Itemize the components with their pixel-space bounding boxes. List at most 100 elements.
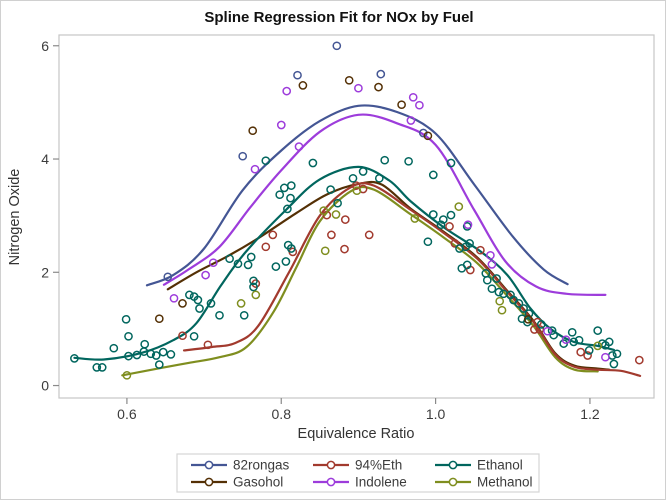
- scatter-Ethanol: [70, 155, 622, 372]
- plot-border: [58, 34, 655, 399]
- data-point: [567, 327, 577, 337]
- data-point: [438, 215, 448, 224]
- data-point: [239, 310, 249, 320]
- legend-item-Gasohol: Gasohol: [191, 475, 283, 490]
- data-point: [593, 341, 603, 351]
- data-point: [281, 257, 291, 266]
- data-point: [523, 314, 533, 324]
- legend-item-Methanol: Methanol: [435, 475, 533, 490]
- data-point: [154, 360, 164, 369]
- data-point: [486, 250, 495, 260]
- data-point: [404, 156, 413, 166]
- data-point: [193, 295, 203, 305]
- data-point: [326, 185, 335, 194]
- data-point: [604, 337, 614, 347]
- data-point: [158, 347, 168, 357]
- legend-box: [176, 453, 540, 493]
- data-point: [286, 244, 296, 253]
- data-point: [271, 262, 281, 271]
- y-tick-label: 0: [41, 378, 49, 394]
- data-point: [185, 290, 194, 300]
- data-point: [374, 82, 383, 92]
- x-axis: 0.6 0.8 1.0 1.2: [117, 398, 600, 422]
- data-point: [583, 351, 592, 360]
- data-point: [410, 214, 420, 223]
- data-point: [169, 293, 179, 303]
- data-point: [543, 326, 552, 336]
- data-point: [574, 335, 584, 345]
- data-point: [238, 151, 248, 161]
- data-point: [576, 347, 586, 357]
- data-point: [178, 331, 187, 341]
- data-point: [462, 260, 472, 270]
- data-point: [283, 204, 292, 214]
- data-point: [166, 350, 176, 359]
- data-point: [476, 245, 485, 255]
- data-point: [446, 210, 456, 220]
- data-point: [374, 173, 384, 183]
- data-point: [246, 252, 256, 262]
- data-point: [333, 198, 342, 208]
- data-point: [215, 310, 224, 320]
- data-point: [124, 331, 133, 341]
- data-point: [250, 164, 260, 174]
- data-point: [609, 359, 619, 369]
- data-point: [92, 363, 102, 372]
- y-axis: 0 2 4 6: [41, 38, 59, 394]
- data-point: [319, 206, 329, 215]
- data-point: [308, 158, 318, 168]
- data-point: [354, 83, 363, 93]
- data-point: [70, 354, 79, 363]
- data-point: [251, 290, 261, 300]
- data-point: [423, 237, 433, 247]
- scatter-82rongas: [163, 41, 428, 282]
- data-point: [445, 222, 454, 231]
- legend-marker: [326, 477, 336, 487]
- y-tick-label: 4: [41, 151, 49, 167]
- data-point: [436, 220, 446, 230]
- fit-curve-94%Eth: [182, 182, 642, 377]
- data-point: [482, 275, 492, 285]
- data-point: [494, 287, 504, 297]
- data-point: [124, 351, 133, 361]
- data-point: [332, 41, 342, 51]
- data-point: [286, 181, 296, 190]
- data-point: [364, 230, 374, 240]
- legend-marker: [448, 460, 458, 470]
- data-point: [495, 296, 505, 306]
- data-point: [465, 239, 474, 248]
- data-point: [561, 335, 571, 345]
- data-point: [547, 326, 557, 335]
- data-point: [261, 242, 271, 252]
- data-point: [593, 326, 603, 335]
- legend-item-Ethanol: Ethanol: [435, 458, 523, 473]
- data-point: [408, 92, 418, 102]
- data-point: [376, 69, 386, 79]
- data-point: [261, 156, 271, 166]
- data-point: [340, 215, 350, 224]
- legend-marker: [204, 477, 214, 487]
- data-point: [189, 331, 199, 341]
- fit-curve-Indolene: [162, 113, 607, 296]
- legend-label: Gasohol: [233, 475, 283, 490]
- data-point: [109, 343, 119, 353]
- data-point: [492, 274, 501, 283]
- legend-marker: [204, 460, 214, 470]
- data-point: [530, 325, 539, 334]
- data-point: [406, 116, 416, 125]
- data-point: [634, 355, 644, 365]
- y-tick-label: 6: [41, 38, 49, 54]
- data-point: [340, 244, 349, 254]
- x-tick-label: 1.0: [426, 406, 446, 422]
- x-tick-label: 0.8: [272, 406, 292, 422]
- legend-label: 94%Eth: [355, 458, 402, 473]
- data-point: [151, 351, 161, 360]
- fit-curves: [73, 104, 642, 377]
- data-point: [195, 304, 204, 313]
- legend-item-94%Eth: 94%Eth: [313, 458, 402, 473]
- data-point: [208, 258, 218, 268]
- data-point: [294, 142, 304, 151]
- data-point: [122, 370, 132, 380]
- data-point: [268, 230, 278, 240]
